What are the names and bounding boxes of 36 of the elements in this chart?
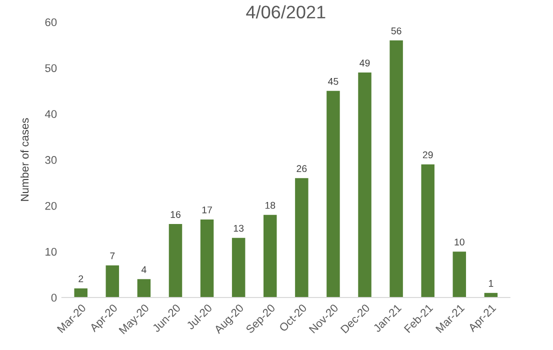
data-label: 7 xyxy=(110,252,115,260)
bar xyxy=(421,164,434,298)
data-label: 10 xyxy=(454,238,464,246)
bar xyxy=(74,288,88,298)
bar xyxy=(264,214,277,298)
bar xyxy=(390,40,403,298)
data-label: 56 xyxy=(391,27,402,34)
y-axis-title: Number of cases xyxy=(20,118,29,201)
y-tick-label: 50 xyxy=(45,64,57,72)
bar xyxy=(452,252,466,298)
bar xyxy=(232,238,246,298)
data-label: 4 xyxy=(141,266,146,273)
bar xyxy=(137,279,151,298)
data-label: 26 xyxy=(296,165,307,172)
y-tick-label: 40 xyxy=(44,110,57,118)
chart-title: 4/06/2021 xyxy=(246,5,326,18)
y-tick-label: 30 xyxy=(45,156,57,164)
bar xyxy=(106,265,120,298)
bar xyxy=(168,224,182,298)
y-tick-label: 20 xyxy=(45,202,57,210)
data-label: 1 xyxy=(488,280,494,287)
bar xyxy=(200,219,214,298)
y-tick-label: 10 xyxy=(46,248,57,256)
data-label: 18 xyxy=(265,202,276,209)
y-tick-label: 60 xyxy=(45,18,57,26)
bar xyxy=(295,178,308,298)
data-label: 29 xyxy=(422,151,433,158)
data-label: 16 xyxy=(170,211,180,218)
data-label: 49 xyxy=(360,60,370,66)
bar xyxy=(326,90,340,298)
data-label: 13 xyxy=(234,224,244,232)
data-label: 17 xyxy=(202,206,212,214)
bar xyxy=(358,72,372,298)
y-tick-label: 0 xyxy=(51,294,57,302)
data-label: 45 xyxy=(328,78,338,85)
data-label: 2 xyxy=(78,275,84,282)
